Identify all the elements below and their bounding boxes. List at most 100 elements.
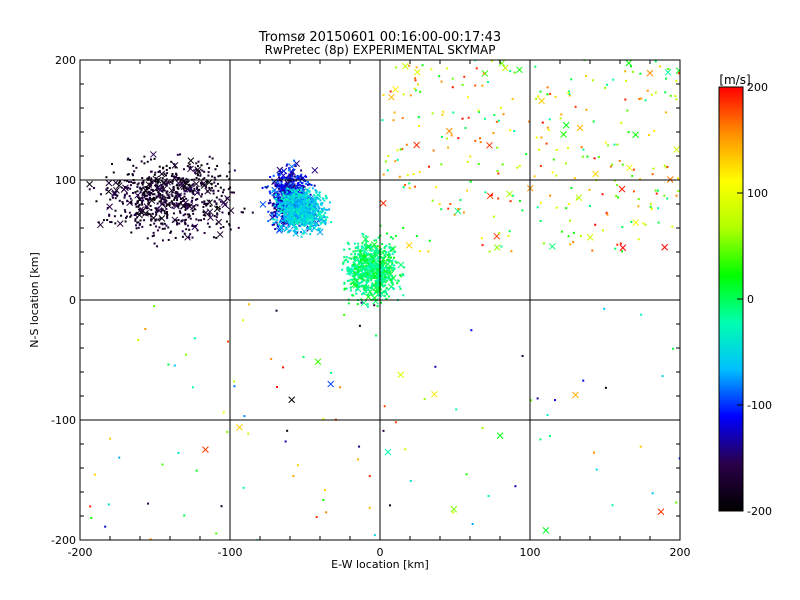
data-point	[317, 227, 320, 230]
data-point	[358, 254, 361, 257]
data-point	[292, 221, 295, 224]
data-point	[145, 207, 148, 210]
data-point	[604, 386, 607, 389]
data-point	[396, 282, 399, 285]
data-point	[484, 191, 487, 194]
data-point	[167, 194, 170, 197]
data-point	[278, 177, 281, 180]
data-point	[133, 170, 136, 173]
data-point	[173, 198, 176, 201]
data-point	[500, 106, 503, 109]
data-point	[173, 163, 176, 166]
data-point	[389, 278, 392, 281]
data-point	[400, 275, 403, 278]
data-point	[508, 230, 511, 233]
data-point	[343, 313, 346, 316]
data-point	[373, 254, 376, 257]
data-point	[154, 171, 157, 174]
data-point	[620, 121, 623, 124]
data-point	[394, 234, 397, 237]
data-point	[555, 148, 558, 151]
data-point	[161, 185, 164, 188]
data-point	[196, 204, 199, 207]
data-point	[366, 305, 369, 308]
data-point	[175, 173, 178, 176]
data-point	[497, 197, 500, 200]
data-point	[369, 278, 372, 281]
data-point	[381, 285, 384, 288]
data-point	[612, 78, 615, 81]
data-point	[170, 230, 173, 233]
data-point	[161, 167, 164, 170]
data-point	[394, 421, 397, 424]
data-point	[375, 290, 378, 293]
data-point	[359, 248, 362, 251]
data-point-cross	[194, 166, 202, 174]
data-point	[297, 177, 300, 180]
data-point	[365, 281, 368, 284]
data-point-cross	[405, 242, 413, 249]
data-point	[213, 214, 216, 217]
data-point	[166, 203, 169, 206]
data-point	[651, 173, 654, 176]
data-point	[376, 245, 379, 248]
data-point	[261, 186, 264, 189]
data-point	[310, 203, 313, 206]
data-point	[392, 119, 395, 122]
data-point	[183, 192, 186, 195]
data-point	[152, 190, 155, 193]
data-point	[161, 239, 164, 242]
data-point	[295, 221, 298, 224]
data-point	[279, 226, 282, 229]
data-point	[358, 445, 361, 448]
data-point	[417, 116, 420, 119]
data-point	[130, 180, 133, 183]
data-point	[559, 117, 562, 120]
data-point	[310, 200, 313, 203]
data-point	[387, 256, 390, 259]
data-point	[361, 285, 364, 288]
data-point-cross	[576, 124, 584, 132]
data-point	[206, 190, 209, 193]
data-point	[191, 196, 194, 199]
data-point-cross	[279, 172, 287, 179]
data-point	[554, 399, 557, 402]
data-point	[179, 211, 182, 214]
data-point	[102, 219, 105, 222]
data-point	[153, 305, 156, 308]
data-point	[361, 276, 364, 279]
data-point	[301, 187, 304, 190]
data-point	[538, 148, 541, 151]
data-point	[291, 201, 294, 204]
data-point	[389, 504, 392, 507]
data-point	[302, 211, 305, 214]
data-point	[365, 241, 368, 244]
data-point	[474, 60, 477, 62]
data-point	[371, 261, 374, 264]
data-point	[212, 189, 215, 192]
data-point	[369, 273, 372, 276]
data-point	[151, 180, 154, 183]
data-point	[181, 230, 184, 233]
data-point	[165, 212, 168, 215]
data-point	[385, 293, 388, 296]
data-point	[308, 195, 311, 198]
data-point-cross	[271, 186, 279, 194]
data-point-cross	[221, 201, 229, 209]
data-point	[546, 93, 549, 96]
data-point	[141, 183, 144, 186]
data-point	[295, 210, 298, 213]
data-point	[295, 203, 298, 206]
data-point	[213, 176, 216, 179]
data-point-cross	[171, 162, 179, 169]
data-point	[627, 131, 630, 134]
data-point	[107, 503, 110, 506]
data-point	[312, 214, 315, 217]
data-point	[292, 475, 295, 478]
data-point	[479, 137, 482, 140]
data-point	[373, 534, 376, 537]
data-point	[293, 204, 296, 207]
data-point	[362, 287, 365, 290]
data-point	[390, 266, 393, 269]
data-point	[160, 200, 163, 203]
